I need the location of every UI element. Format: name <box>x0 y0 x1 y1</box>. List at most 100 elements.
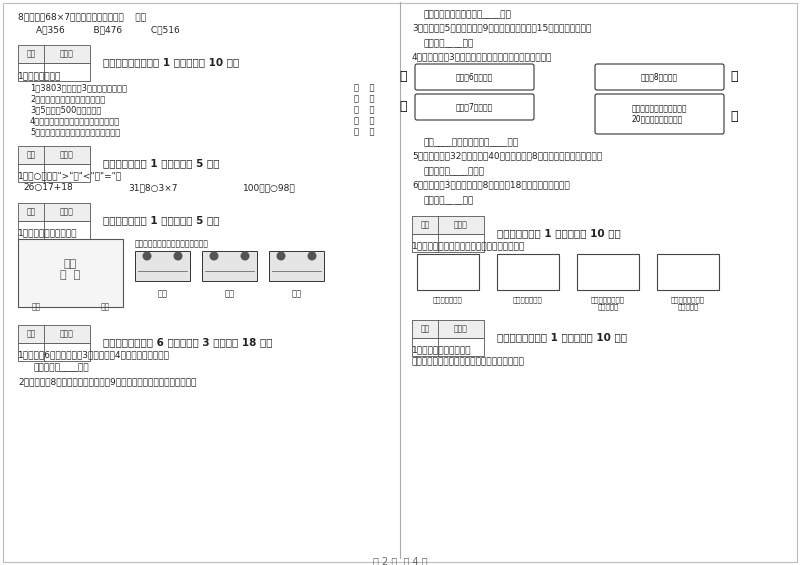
Text: 分成一个三角形和
一个四边形: 分成一个三角形和 一个四边形 <box>591 296 625 310</box>
Bar <box>18 239 123 307</box>
Bar <box>18 343 90 361</box>
Text: （    ）: （ ） <box>354 127 375 136</box>
Text: 孩子们，加油！我已经捉了
20只了，我们来比赛。: 孩子们，加油！我已经捉了 20只了，我们来比赛。 <box>632 105 687 124</box>
Text: 6．食堂运来3车大米，每车8袋，吃掉18袋后，还剩多少袋？: 6．食堂运来3车大米，每车8袋，吃掉18袋后，还剩多少袋？ <box>412 180 570 189</box>
Text: 🐸: 🐸 <box>399 101 406 114</box>
Text: 我捉了7只害虫。: 我捉了7只害虫。 <box>456 102 493 111</box>
Text: 得分: 得分 <box>26 50 36 59</box>
Text: 小明: 小明 <box>291 289 302 298</box>
Bar <box>18 164 90 182</box>
Text: 1．我知道对错。: 1．我知道对错。 <box>18 71 62 80</box>
Text: 十一、附加题（共 1 大题，共计 10 分）: 十一、附加题（共 1 大题，共计 10 分） <box>497 332 627 342</box>
Text: 小东: 小东 <box>225 289 234 298</box>
Text: 分成两个四边形: 分成两个四边形 <box>513 296 543 303</box>
Text: 2．小刚存了8元，小兵存的是小刚的9倍，小兵和小刚一共存了多少钱？: 2．小刚存了8元，小兵存的是小刚的9倍，小兵和小刚一共存了多少钱？ <box>18 377 196 386</box>
Bar <box>577 254 639 290</box>
Text: 我捉了6只害虫。: 我捉了6只害虫。 <box>456 72 493 81</box>
Text: 小家: 小家 <box>31 302 41 311</box>
Bar <box>135 251 190 281</box>
Text: 答：现在有____张。: 答：现在有____张。 <box>33 363 89 372</box>
Text: 1．把下面的长方形用一条线段按要求分一分。: 1．把下面的长方形用一条线段按要求分一分。 <box>412 241 526 250</box>
Text: 评卷人: 评卷人 <box>60 150 74 159</box>
Bar <box>18 45 90 63</box>
Text: （    ）: （ ） <box>354 116 375 125</box>
Text: 8．估一估68×7的积最正确的可能是（    ）。: 8．估一估68×7的积最正确的可能是（ ）。 <box>18 12 146 21</box>
Text: 得分: 得分 <box>420 324 430 333</box>
Text: 第 2 页  共 4 页: 第 2 页 共 4 页 <box>373 556 427 565</box>
Bar <box>18 146 90 164</box>
Text: 小虹: 小虹 <box>158 289 167 298</box>
Text: 1．小明有6套照片，每套3张，又买来4张，现在有多少张？: 1．小明有6套照片，每套3张，又买来4张，现在有多少张？ <box>18 350 170 359</box>
Bar <box>412 338 484 356</box>
FancyBboxPatch shape <box>415 64 534 90</box>
Text: 六、比一比（共 1 大题，共计 5 分）: 六、比一比（共 1 大题，共计 5 分） <box>103 158 219 168</box>
Text: 十、综合题（共 1 大题，共计 10 分）: 十、综合题（共 1 大题，共计 10 分） <box>497 228 621 238</box>
Text: 3．小兔摘了5行萝卜，每行9个，送给邻居兔奶奶15个，还剩多少个？: 3．小兔摘了5行萝卜，每行9个，送给邻居兔奶奶15个，还剩多少个？ <box>412 23 591 32</box>
Text: 🐸: 🐸 <box>399 71 406 84</box>
Circle shape <box>307 251 317 260</box>
Text: 🏠🚛
👤  👤: 🏠🚛 👤 👤 <box>60 259 81 280</box>
Text: 26○17+18: 26○17+18 <box>23 183 73 192</box>
Text: 4．青蛙妈妈和3只小青蛙比，谁捉的害虫多？多多少只？: 4．青蛙妈妈和3只小青蛙比，谁捉的害虫多？多多少只？ <box>412 52 552 61</box>
Text: 4．读数和写数都是从最高位开始读写。: 4．读数和写数都是从最高位开始读写。 <box>30 116 120 125</box>
Text: 31－8○3×7: 31－8○3×7 <box>128 183 178 192</box>
Text: 答：小兵和小刚一共存了____元。: 答：小兵和小刚一共存了____元。 <box>424 10 512 19</box>
Text: 得分: 得分 <box>26 207 36 216</box>
Text: （    ）: （ ） <box>354 94 375 103</box>
Text: 100厘米○98米: 100厘米○98米 <box>243 183 296 192</box>
Text: 🐸: 🐸 <box>730 110 738 123</box>
Circle shape <box>277 251 286 260</box>
Text: 得分: 得分 <box>26 150 36 159</box>
Text: （    ）: （ ） <box>354 83 375 92</box>
Text: 评卷人: 评卷人 <box>60 50 74 59</box>
Circle shape <box>174 251 182 260</box>
Circle shape <box>142 251 151 260</box>
Bar <box>269 251 324 281</box>
Text: 分成一个三角形和
一个五边形: 分成一个三角形和 一个五边形 <box>671 296 705 310</box>
Bar <box>18 203 90 221</box>
Text: 小明: 小明 <box>100 302 110 311</box>
Bar <box>202 251 257 281</box>
Circle shape <box>210 251 218 260</box>
FancyBboxPatch shape <box>415 94 534 120</box>
Bar <box>18 63 90 81</box>
Text: 5．二小一班有32人，二班有40人，做游戏每8人一个组，可以分几组玩？: 5．二小一班有32人，二班有40人，做游戏每8人一个组，可以分几组玩？ <box>412 151 602 160</box>
Bar <box>417 254 479 290</box>
Text: 评卷人: 评卷人 <box>60 207 74 216</box>
Text: （    ）: （ ） <box>354 105 375 114</box>
Text: 得分: 得分 <box>26 329 36 338</box>
Text: 1．观察分析，我统计。: 1．观察分析，我统计。 <box>412 345 471 354</box>
Text: 3．5千米与500米一样长。: 3．5千米与500米一样长。 <box>30 105 102 114</box>
Text: 五、判断对与错（共 1 大题，共计 10 分）: 五、判断对与错（共 1 大题，共计 10 分） <box>103 57 239 67</box>
Text: 1．在○里填上">"、"<"或"="。: 1．在○里填上">"、"<"或"="。 <box>18 171 122 180</box>
Text: 2．三位数不一定都比四位数小。: 2．三位数不一定都比四位数小。 <box>30 94 106 103</box>
Text: 七、连一连（共 1 大题，共计 5 分）: 七、连一连（共 1 大题，共计 5 分） <box>103 215 219 225</box>
Text: 分成两个三角形: 分成两个三角形 <box>433 296 463 303</box>
Text: 答：可以分____组玩。: 答：可以分____组玩。 <box>424 167 485 176</box>
Bar <box>412 320 484 338</box>
Text: 答：____捉的害虫多，多____只。: 答：____捉的害虫多，多____只。 <box>424 138 519 147</box>
Text: 评卷人: 评卷人 <box>60 329 74 338</box>
Text: 🐸: 🐸 <box>730 71 738 84</box>
Bar <box>497 254 559 290</box>
Text: 答：还剩____个。: 答：还剩____个。 <box>424 39 474 48</box>
Text: 评卷人: 评卷人 <box>454 220 468 229</box>
Text: 我捉了8只害虫。: 我捉了8只害虫。 <box>641 72 678 81</box>
Text: 1．观察物体，连一连。: 1．观察物体，连一连。 <box>18 228 78 237</box>
Bar <box>18 325 90 343</box>
Text: A．356          B．476          C．516: A．356 B．476 C．516 <box>36 25 180 34</box>
Text: 5．早晨面向太阳，后面是西，左面北。: 5．早晨面向太阳，后面是西，左面北。 <box>30 127 120 136</box>
Text: 答：还剩____袋。: 答：还剩____袋。 <box>424 196 474 205</box>
Bar <box>412 234 484 252</box>
Bar <box>657 254 719 290</box>
Text: 请你连一连，下面分别是谁看到的？: 请你连一连，下面分别是谁看到的？ <box>135 239 209 248</box>
Text: 1．3803中的两个3表示的意思相同。: 1．3803中的两个3表示的意思相同。 <box>30 83 127 92</box>
Text: 八、解决问题（共 6 小题，每题 3 分，共计 18 分）: 八、解决问题（共 6 小题，每题 3 分，共计 18 分） <box>103 337 273 347</box>
Circle shape <box>241 251 250 260</box>
Text: 得分: 得分 <box>420 220 430 229</box>
Text: 评卷人: 评卷人 <box>454 324 468 333</box>
FancyBboxPatch shape <box>595 94 724 134</box>
FancyBboxPatch shape <box>595 64 724 90</box>
Text: 下面是希望小学二年级一班女生身高统计情况。: 下面是希望小学二年级一班女生身高统计情况。 <box>412 357 525 366</box>
Bar <box>18 221 90 239</box>
